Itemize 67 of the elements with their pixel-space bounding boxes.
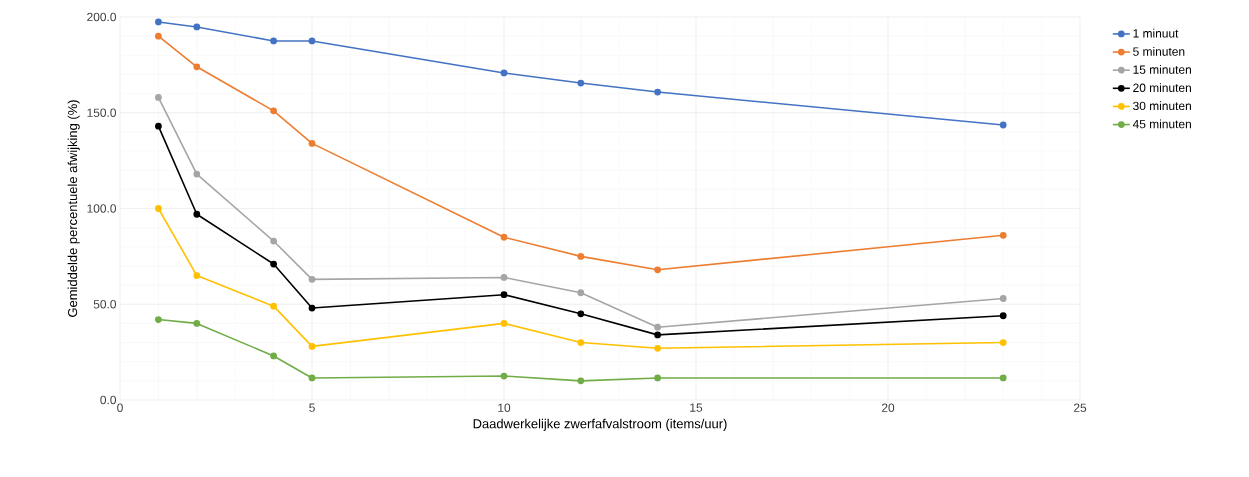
y-tick-label: 0.0 xyxy=(100,395,117,405)
point xyxy=(500,233,508,241)
point xyxy=(308,140,316,147)
point xyxy=(654,88,661,96)
point xyxy=(155,205,162,212)
point xyxy=(999,339,1007,346)
point xyxy=(999,312,1007,320)
point xyxy=(500,274,508,281)
point xyxy=(155,122,162,130)
point xyxy=(193,272,201,279)
point xyxy=(155,32,162,40)
point xyxy=(654,323,661,331)
x-axis-title: Daadwerkelijke zwerfafvalstroom (items/uur) xyxy=(473,418,727,431)
point xyxy=(999,295,1007,302)
x-tick-label: 20 xyxy=(881,403,895,412)
point xyxy=(270,352,277,360)
point xyxy=(577,310,585,318)
point xyxy=(999,121,1007,129)
point xyxy=(270,107,277,115)
legend-label: 15 minuten xyxy=(1133,65,1191,74)
point xyxy=(577,289,585,297)
point xyxy=(270,302,277,310)
point xyxy=(654,344,661,352)
point xyxy=(577,377,585,385)
legend-label: 20 minuten xyxy=(1133,83,1191,92)
point xyxy=(193,210,201,218)
point xyxy=(308,342,316,350)
point xyxy=(654,331,661,339)
point xyxy=(999,374,1007,382)
legend-label: 5 minuten xyxy=(1133,46,1185,56)
x-tick-label: 25 xyxy=(1073,403,1087,412)
point xyxy=(193,170,201,178)
x-tick-label: 15 xyxy=(690,403,703,412)
y-tick-label: 150.0 xyxy=(87,108,117,117)
point xyxy=(308,37,316,45)
point xyxy=(500,291,508,299)
point xyxy=(155,18,162,26)
point xyxy=(654,374,661,382)
point xyxy=(308,275,316,283)
x-tick-label: 5 xyxy=(309,403,315,412)
point xyxy=(500,69,508,77)
legend-label: 30 minuten xyxy=(1133,101,1191,111)
point xyxy=(308,304,316,312)
point xyxy=(654,266,661,274)
legend-label: 45 minuten xyxy=(1132,119,1191,129)
point xyxy=(999,231,1007,239)
point xyxy=(500,372,508,380)
y-tick-label: 200.0 xyxy=(87,12,117,22)
point xyxy=(193,320,201,327)
point xyxy=(308,374,316,382)
point xyxy=(270,237,277,245)
y-tick-label: 50.0 xyxy=(93,300,117,309)
point xyxy=(155,94,162,101)
x-tick-label: 0 xyxy=(117,403,123,412)
point xyxy=(270,37,277,45)
y-axis-title: Gemiddelde percentuele afwijking (%) xyxy=(67,100,80,317)
y-tick-label: 100.0 xyxy=(87,204,117,213)
point xyxy=(577,339,585,346)
point xyxy=(270,260,277,268)
point xyxy=(193,63,201,71)
point xyxy=(577,79,585,87)
x-tick-label: 10 xyxy=(498,403,511,412)
point xyxy=(193,23,201,31)
point xyxy=(500,320,508,327)
legend-label: 1 minuut xyxy=(1133,28,1179,38)
point xyxy=(155,316,162,323)
point xyxy=(577,252,585,260)
